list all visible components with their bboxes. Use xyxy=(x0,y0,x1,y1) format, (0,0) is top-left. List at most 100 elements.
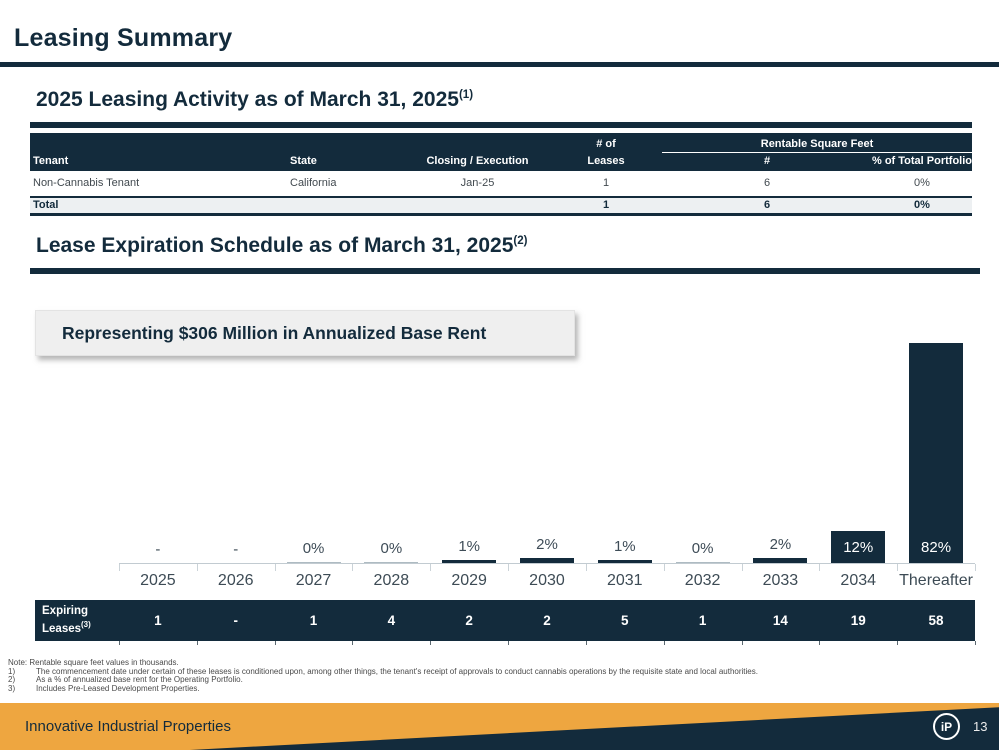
expiration-heading-divider xyxy=(30,268,980,274)
expiring-leases-2031: 5 xyxy=(621,613,629,628)
expiring-leases-2026: - xyxy=(233,613,238,628)
expiring-leases-2032: 1 xyxy=(698,613,707,628)
chart-column-2029: 1% xyxy=(430,335,508,563)
total-pct: 0% xyxy=(914,199,930,211)
axis-label-Thereafter: Thereafter xyxy=(899,572,973,589)
chart-column-2028: 0% xyxy=(352,335,430,563)
bar-value-label-2030: 2% xyxy=(536,536,558,553)
axis-tick xyxy=(897,564,899,571)
leases-tick xyxy=(274,641,276,645)
expiring-leases-row: Expiring Leases(3) 1-1 4 2 2 5 1 14 19 58 xyxy=(35,600,975,641)
col-header-state: State xyxy=(290,155,317,167)
bar-2027 xyxy=(286,562,341,563)
axis-label-2028: 2028 xyxy=(373,572,410,589)
iip-logo-icon: iP xyxy=(933,713,960,740)
footer: Innovative Industrial Properties iP 13 xyxy=(0,703,999,750)
activity-heading-divider xyxy=(30,122,972,128)
expiring-leases-footnote-ref: (3) xyxy=(81,620,91,630)
leases-tick xyxy=(975,641,976,645)
axis-label-2025: 2025 xyxy=(140,572,176,589)
axis-label-2030: 2030 xyxy=(529,572,565,589)
cell-leases: 1 xyxy=(602,177,610,189)
axis-tick xyxy=(274,564,276,571)
expiring-leases-2030: 2 xyxy=(543,613,551,628)
bar-value-label-2026: - xyxy=(233,541,239,558)
axis-tick xyxy=(741,564,743,571)
bar-2031 xyxy=(597,560,652,563)
bar-value-label-Thereafter: 82% xyxy=(921,539,952,556)
col-header-rsf-num: # xyxy=(763,155,771,167)
axis-tick xyxy=(585,564,587,571)
leases-tick xyxy=(897,641,899,645)
activity-heading-text: 2025 Leasing Activity as of March 31, 20… xyxy=(36,88,459,111)
expiration-heading-footnote-ref: (2) xyxy=(513,235,528,247)
chart-column-2033: 2% xyxy=(742,335,820,563)
bar-2034 xyxy=(831,531,886,563)
leases-tick xyxy=(352,641,354,645)
axis-tick xyxy=(975,564,976,571)
chart-bars-row: - - 0% 0% 1% 2% 1% 0% 2% 12% 82% xyxy=(119,335,975,563)
bar-value-label-2025: - xyxy=(155,541,161,558)
bar-value-label-2027: 0% xyxy=(302,540,325,557)
total-leases: 1 xyxy=(602,199,610,211)
chart-years-row: 2025 2026 2027 2028 2029 2030 2031 2032 2033 2034… xyxy=(119,572,975,592)
chart-column-2027: 0% xyxy=(275,335,353,563)
axis-label-2033: 2033 xyxy=(762,572,799,589)
leases-tick xyxy=(741,641,743,645)
page-title: Leasing Summary xyxy=(14,24,233,52)
cell-state: California xyxy=(290,177,337,189)
bar-value-label-2032: 0% xyxy=(691,540,714,557)
expiring-leases-2033: 14 xyxy=(772,613,788,628)
axis-tick xyxy=(663,564,665,571)
bar-value-label-2028: 0% xyxy=(380,540,403,557)
axis-label-2031: 2031 xyxy=(606,572,643,589)
table-header: # of Rentable Square Feet Tenant State C… xyxy=(30,133,972,171)
leases-tick xyxy=(585,641,587,645)
annualized-base-rent-callout: Representing $306 Million in Annualized … xyxy=(35,310,575,356)
chart-column-2031: 1% xyxy=(586,335,664,563)
chart-column-2026: - xyxy=(197,335,275,563)
expiration-section-heading: Lease Expiration Schedule as of March 31… xyxy=(36,234,528,258)
axis-tick xyxy=(819,564,821,571)
expiring-leases-2029: 2 xyxy=(465,613,473,628)
col-group-rentable-square-feet: Rentable Square Feet xyxy=(662,136,972,153)
chart-column-2032: 0% xyxy=(664,335,742,563)
leases-tick xyxy=(508,641,510,645)
table-row: Non-Cannabis Tenant California Jan-25 1 … xyxy=(30,171,972,196)
activity-heading-footnote-ref: (1) xyxy=(458,89,474,101)
footnote-3: 3) Includes Pre-Leased Development Proper… xyxy=(8,683,200,693)
col-header-pct-total-portfolio: % of Total Portfolio xyxy=(872,155,973,167)
leases-tick xyxy=(196,641,198,645)
axis-tick xyxy=(119,564,120,571)
bar-Thereafter xyxy=(909,343,964,563)
col-header-closing-execution: Closing / Execution xyxy=(426,155,529,167)
chart-column-2025: - xyxy=(119,335,197,563)
brand-name: Innovative Industrial Properties xyxy=(25,718,231,735)
col-header-num-of: # of xyxy=(596,138,616,150)
expiration-heading-text: Lease Expiration Schedule as of March 31… xyxy=(36,234,514,257)
bar-2028 xyxy=(364,562,419,563)
bar-value-label-2033: 2% xyxy=(769,536,792,553)
title-divider xyxy=(0,62,999,67)
cell-tenant: Non-Cannabis Tenant xyxy=(33,177,140,189)
bar-2029 xyxy=(442,560,497,563)
expiring-leases-2028: 4 xyxy=(387,613,396,628)
bar-value-label-2029: 1% xyxy=(458,538,480,555)
expiring-leases-2027: 1 xyxy=(309,613,318,628)
leases-tick xyxy=(119,641,120,645)
bar-2032 xyxy=(675,562,730,563)
axis-line xyxy=(119,563,975,564)
activity-section-heading: 2025 Leasing Activity as of March 31, 20… xyxy=(36,88,473,112)
axis-tick xyxy=(508,564,510,571)
col-header-leases: Leases xyxy=(587,155,625,167)
leases-tick xyxy=(430,641,432,645)
bar-value-label-2031: 1% xyxy=(613,538,636,555)
bar-2030 xyxy=(519,558,574,563)
footnote-note: Note: Rentable square feet values in tho… xyxy=(8,658,179,667)
bar-2033 xyxy=(753,558,808,563)
chart-column-2030: 2% xyxy=(508,335,586,563)
footnote-1: 1) The commencement date under certain of… xyxy=(8,666,758,676)
leases-tick xyxy=(819,641,821,645)
axis-label-2027: 2027 xyxy=(295,572,332,589)
footnotes: Note: Rentable square feet values in tho… xyxy=(8,658,996,693)
